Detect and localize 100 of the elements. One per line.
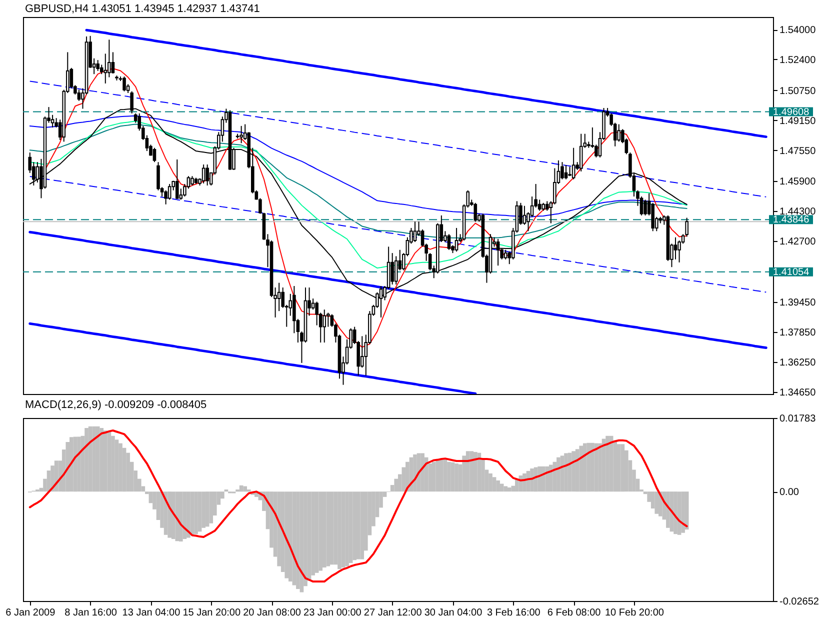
bar [616, 444, 621, 492]
bar [100, 428, 104, 492]
bar [314, 492, 319, 573]
x-tick-label: 6 Jan 2009 [6, 608, 56, 618]
y-tick-label: 1.47550 [780, 146, 816, 157]
chart-title: MACD(12,26,9) -0.009209 -0.008405 [25, 399, 207, 411]
bar [579, 446, 584, 492]
bar [322, 492, 326, 568]
x-tick-label: 20 Jan 08:00 [243, 608, 302, 618]
line-series [28, 430, 688, 583]
bar [654, 492, 659, 514]
bar [360, 492, 364, 560]
bar [492, 477, 496, 492]
candlestick [560, 162, 564, 180]
candlestick [413, 221, 417, 242]
bar [496, 480, 500, 492]
candlestick [96, 60, 100, 72]
x-tick-label: 15 Jan 20:00 [182, 608, 241, 618]
candlestick [644, 199, 647, 216]
chart-title: GBPUSD,H4 1.43051 1.43945 1.42937 1.43741 [25, 3, 260, 15]
candlestick [674, 236, 678, 260]
ref-line-label: 1.41054 [773, 266, 810, 278]
bar [318, 492, 323, 571]
y-tick-label: 1.36250 [780, 357, 816, 368]
candlestick [496, 238, 500, 266]
bar [420, 453, 424, 492]
bar [209, 492, 214, 524]
bar [473, 452, 478, 492]
candlestick [568, 166, 572, 177]
bar [443, 459, 448, 492]
y-tick-label: 0.01783 [780, 414, 816, 424]
bar [243, 486, 248, 492]
candlestick [579, 133, 583, 172]
bar [500, 484, 504, 492]
ref-line-label: 1.49608 [773, 106, 810, 118]
candlestick [175, 158, 179, 200]
candlestick [322, 309, 326, 344]
bar [432, 462, 436, 492]
bar [175, 492, 180, 542]
candlestick [164, 190, 168, 205]
bar [205, 492, 210, 527]
bar [470, 451, 474, 492]
bar [620, 444, 625, 492]
candlestick [202, 164, 206, 184]
bar [341, 492, 346, 568]
candlestick [504, 249, 508, 260]
y-tick-label: 1.42700 [780, 236, 816, 248]
bar [674, 492, 678, 534]
x-tick-label: 13 Jan 04:00 [122, 608, 181, 618]
y-tick-label: 1.54000 [780, 25, 816, 36]
bar [114, 440, 119, 492]
bar [288, 492, 292, 582]
candlestick [104, 53, 108, 84]
y-tick-label: 1.39450 [780, 297, 816, 308]
candlestick [572, 147, 576, 180]
candlestick [454, 227, 458, 252]
bar [413, 454, 417, 492]
bar [556, 457, 560, 492]
bar [436, 459, 440, 492]
bar [613, 440, 618, 492]
bar [488, 473, 492, 492]
x-tick-label: 3 Feb 16:00 [486, 608, 541, 618]
bar [681, 492, 685, 533]
x-tick-label: 6 Feb 08:00 [547, 608, 602, 618]
candlestick [474, 202, 478, 222]
bar [450, 462, 455, 492]
bar [545, 466, 550, 492]
line-series [28, 322, 477, 394]
x-tick-label: 23 Jan 00:00 [304, 608, 362, 618]
bar [666, 492, 670, 528]
y-tick-label: 1.52400 [780, 54, 816, 66]
y-tick-label: -0.02652 [780, 596, 820, 608]
bar [356, 492, 360, 560]
bar [334, 492, 338, 565]
bar [530, 468, 534, 492]
bar [582, 443, 587, 492]
line-series [28, 230, 768, 350]
x-tick-label: 8 Jan 16:00 [64, 608, 118, 618]
y-tick-label: 1.34650 [780, 387, 816, 398]
candlestick [564, 164, 568, 180]
candlestick [390, 252, 394, 285]
bar [198, 492, 202, 532]
bar [504, 486, 508, 492]
candlestick [122, 76, 126, 92]
x-tick-label: 27 Jan 12:00 [364, 608, 422, 618]
line-series [85, 28, 768, 138]
ref-line-label: 1.43846 [773, 214, 810, 226]
candlestick [77, 89, 81, 102]
bar [548, 464, 553, 492]
y-tick-label: 0.00 [780, 487, 800, 498]
bar [107, 432, 112, 492]
bar [178, 492, 183, 542]
bar [84, 428, 88, 492]
candlestick [240, 125, 243, 144]
candlestick [152, 147, 156, 163]
y-tick-label: 1.45900 [780, 176, 816, 188]
candlestick [522, 205, 526, 226]
x-tick-label: 30 Jan 04:00 [424, 608, 483, 618]
bar [284, 492, 289, 578]
bar [348, 492, 353, 563]
